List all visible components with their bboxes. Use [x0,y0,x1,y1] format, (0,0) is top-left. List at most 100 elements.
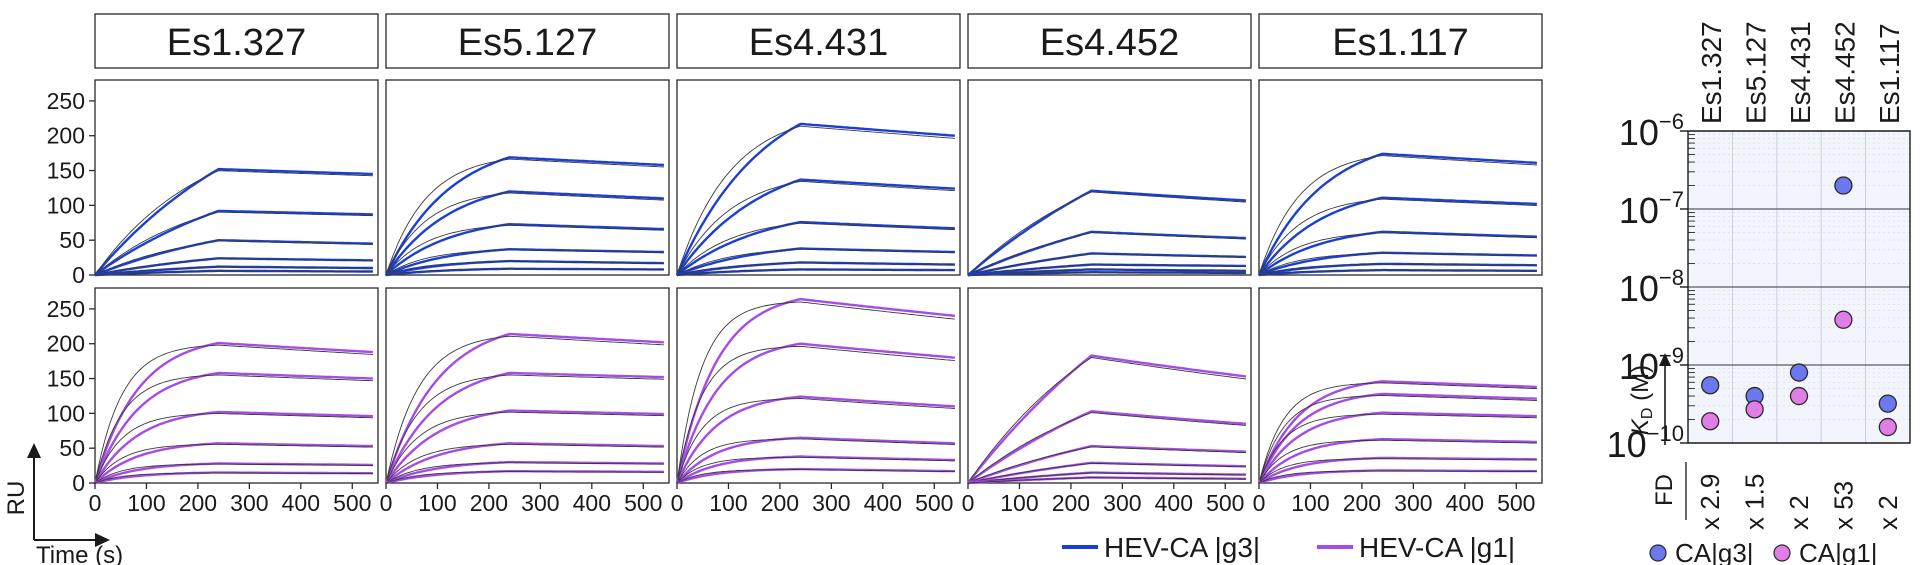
kd-y-axis-label: KD (M) [1627,365,1656,435]
y-tick-label-1-2: 50 [59,227,85,253]
kd-point-g1-4 [1834,310,1853,329]
sensorgram-curve-1-3-4 [676,247,955,277]
sensorgram-curve-2-2-4 [385,442,664,484]
x-tick-label-4-4: 300 [1103,490,1141,516]
fit-curve-1-1-6 [94,270,373,276]
kd-y-tick-label-3: 10−8 [1619,265,1684,309]
fit-curve-1-1-1 [94,170,373,276]
fit-curve-1-5-5 [1258,263,1537,276]
fit-curve-1-4-2 [967,232,1246,276]
sensorgram-curve-2-1-4 [94,442,373,484]
fit-curve-1-1-5 [94,266,373,276]
fit-curve-1-4-5 [967,269,1246,276]
x-tick-label-4-2: 100 [1000,490,1038,516]
panel-title-box-4 [967,13,1252,69]
fit-curve-1-3-3 [676,222,955,276]
fit-curve-2-1-1 [94,344,373,484]
fit-curve-2-1-5 [94,463,373,484]
sensorgram-curve-1-1-3 [94,239,373,277]
sensorgram-curve-2-2-3 [385,409,664,484]
fit-curve-1-4-6 [967,271,1246,276]
plot-frame-2-1 [94,287,379,484]
time-axis-arrow-head [95,533,110,547]
fit-curve-1-5-1 [1258,155,1537,276]
fit-curve-1-2-2 [385,192,664,276]
sensorgram-curve-2-3-1 [675,297,956,484]
kd-y-tick-label-4: 10−9 [1619,343,1684,387]
fd-value-1: x 2.9 [1695,474,1725,530]
sensorgram-curve-2-3-3 [675,395,955,484]
panel-title-box-2 [385,13,670,69]
kd-y-tick-base: 10 [1607,424,1647,465]
sensorgram-curve-2-3-4 [676,436,955,484]
fit-curve-1-4-4 [967,264,1246,276]
sensorgram-curve-1-2-1 [384,156,664,276]
sensorgram-curve-2-2-2 [384,371,664,484]
x-tick-label-1-5: 400 [282,490,320,516]
sensorgram-curve-2-1-5 [94,462,373,485]
kd-axis-arrow-head [1659,353,1671,366]
x-tick-label-3-2: 100 [709,490,747,516]
fit-curve-1-2-6 [385,268,664,276]
sensorgram-curve-2-1-2 [93,371,373,484]
fit-curve-1-5-4 [1258,252,1537,276]
kd-y-tick-base: 10 [1619,112,1659,153]
x-tick-label-5-1: 0 [1253,490,1266,516]
sensorgram-curve-2-4-1 [967,354,1247,484]
sensorgram-curve-2-5-1 [1257,380,1537,484]
kd-y-tick-label-1: 10−6 [1619,109,1684,153]
fit-curve-1-5-6 [1258,269,1537,276]
x-tick-label-4-5: 400 [1155,490,1193,516]
x-tick-label-2-5: 400 [573,490,611,516]
fit-curve-2-4-2 [967,412,1246,484]
kd-legend-marker-g1 [1773,544,1791,562]
kd-y-tick-label-2: 10−7 [1619,187,1684,231]
plot-frame-1-2 [385,79,670,276]
x-tick-label-5-2: 100 [1291,490,1329,516]
fit-curve-2-3-1 [676,301,955,484]
legend-label-g1: HEV-CA |g1| [1359,532,1515,563]
x-tick-label-4-6: 500 [1206,490,1244,516]
panel-title-box-1 [94,13,379,69]
sensorgram-curve-2-5-5 [1258,456,1537,485]
x-tick-label-1-1: 0 [89,490,102,516]
kd-point-g3-4 [1834,176,1853,195]
sensorgram-curve-1-1-2 [94,209,373,276]
x-axis-label: Time (s) [36,542,123,565]
kd-legend-label-g3: CA|g3| [1675,538,1754,565]
x-tick-label-1-6: 500 [333,490,371,516]
sensorgram-curve-2-1-1 [93,341,373,484]
x-tick-label-2-4: 300 [521,490,559,516]
x-tick-label-1-3: 200 [179,490,217,516]
panel-title-3: Es4.431 [749,22,888,64]
sensorgram-legend: HEV-CA |g3| HEV-CA |g1| [1062,532,1515,563]
x-tick-label-3-4: 300 [812,490,850,516]
sensorgram-curve-1-2-4 [385,248,664,277]
sensorgram-curve-1-5-3 [1258,230,1537,276]
x-tick-label-3-5: 400 [864,490,902,516]
fd-value-3: x 2 [1784,495,1814,530]
sensorgram-curve-1-2-3 [385,223,664,276]
panel-title-4: Es4.452 [1040,22,1179,64]
fit-curve-2-3-4 [676,438,955,484]
kd-y-tick-exponent: −7 [1659,187,1684,212]
kd-plot-frame [1687,130,1911,444]
kd-y-tick-exponent: −6 [1659,109,1684,134]
fit-curve-2-4-6 [967,477,1246,484]
fit-curve-2-2-2 [385,374,664,484]
y-tick-label-1-3: 100 [47,192,85,218]
panel-title-box-5 [1258,13,1543,69]
sensorgram-curve-1-5-1 [1257,152,1537,276]
kd-y-tick-base: 10 [1619,346,1659,387]
x-tick-label-3-1: 0 [671,490,684,516]
sensorgram-curve-2-2-5 [385,460,664,485]
sensorgram-curve-1-5-4 [1258,251,1537,277]
kd-point-g1-1 [1701,412,1720,431]
x-tick-label-3-6: 500 [915,490,953,516]
sensorgram-curve-2-3-2 [675,342,955,484]
kd-point-g3-1 [1701,376,1720,395]
fit-curve-2-3-5 [676,456,955,484]
y-tick-label-2-5: 200 [47,331,85,357]
